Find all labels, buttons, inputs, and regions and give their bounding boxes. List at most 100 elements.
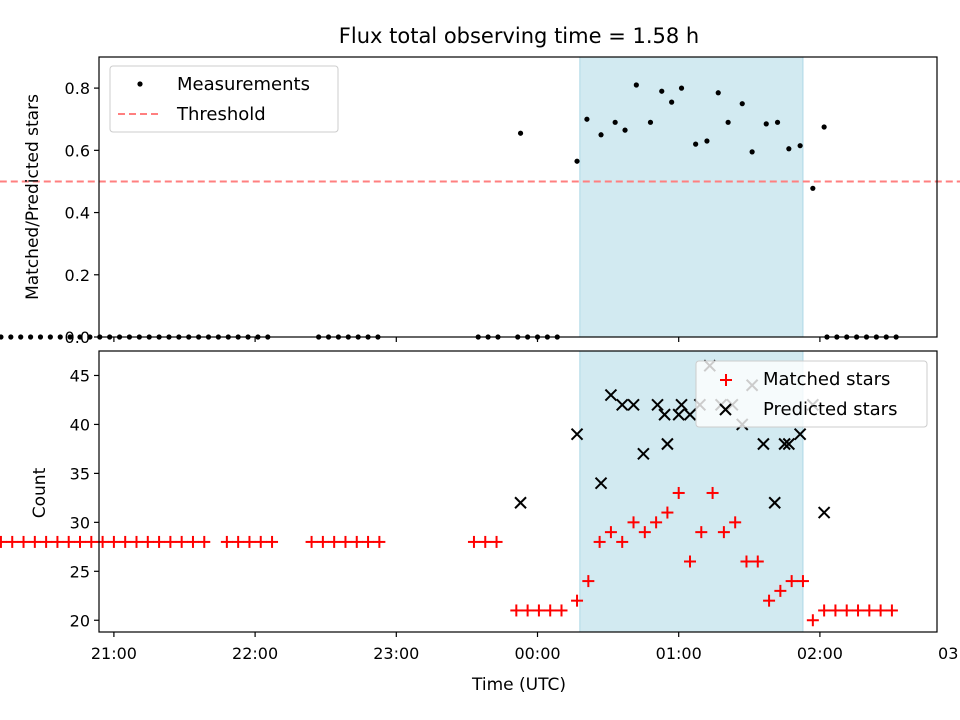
measurement-point	[598, 132, 604, 138]
matched-star-point	[373, 535, 386, 548]
legend-matched-label: Matched stars	[763, 369, 890, 390]
ytick-label: 0.4	[65, 204, 90, 223]
measurement-point	[0, 334, 4, 340]
matched-star-point	[51, 535, 64, 548]
measurement-point	[612, 119, 618, 125]
predicted-star-point	[782, 437, 796, 451]
measurement-point	[821, 124, 827, 130]
matched-star-point	[740, 555, 753, 568]
ytick-label: 30	[70, 513, 90, 532]
predicted-star-point	[514, 496, 527, 509]
top-axes-frame	[98, 56, 938, 338]
measurement-point	[704, 138, 710, 144]
ytick-label: 35	[70, 464, 90, 483]
matched-star-point	[467, 535, 480, 548]
matched-star-point	[627, 516, 640, 529]
measurement-point	[8, 334, 14, 340]
measurement-point	[774, 119, 781, 125]
predicted-star-point	[637, 447, 650, 461]
matched-star-point	[153, 535, 166, 548]
matched-star-point	[532, 604, 545, 617]
matched-star-point	[593, 535, 606, 548]
matched-star-point	[232, 535, 245, 548]
bottom-xticks: 18:0019:0020:0021:0022:0023:0000:0001:00…	[91, 632, 960, 663]
matched-star-point	[672, 486, 685, 499]
xtick-label: 01:00	[656, 644, 702, 663]
matched-star-point	[316, 535, 329, 548]
legend-measurements-marker	[137, 81, 143, 87]
matched-star-point	[695, 526, 708, 539]
predicted-star-point	[661, 437, 674, 451]
bottom-legend: Matched stars Predicted stars	[695, 360, 928, 428]
measurement-point	[763, 121, 769, 127]
measurement-point	[584, 116, 590, 122]
matched-star-point	[254, 535, 267, 548]
matched-star-point	[328, 535, 341, 548]
matched-star-point	[863, 604, 876, 617]
matched-star-point	[521, 604, 534, 617]
measurement-point	[27, 334, 34, 340]
matched-star-point	[785, 575, 798, 588]
predicted-star-point	[768, 496, 781, 509]
measurement-point	[37, 334, 44, 340]
legend-threshold-label: Threshold	[176, 104, 266, 125]
predicted-star-point	[672, 408, 685, 421]
matched-star-point	[582, 575, 595, 588]
matched-star-point	[40, 535, 53, 548]
bottom-yticks: 20 25 30 35 40 45	[70, 366, 99, 630]
measurement-point	[574, 158, 580, 164]
top-yticks: 0.0 0.2 0.4 0.6 0.8	[65, 79, 99, 347]
matched-star-point	[0, 535, 7, 548]
top-xticks	[113, 337, 821, 342]
matched-star-point	[729, 516, 742, 529]
matched-star-point	[885, 604, 898, 617]
matched-star-point	[85, 535, 98, 548]
predicted-star-point	[594, 476, 608, 490]
measurement-point	[810, 185, 816, 191]
matched-star-point	[852, 604, 865, 617]
xtick-label: 00:00	[514, 644, 560, 663]
measurement-point	[647, 119, 654, 125]
xtick-label: 21:00	[91, 644, 137, 663]
top-panel: 0.00.20.40.60.8 Matched/Predicted stars …	[0, 56, 960, 347]
matched-star-point	[243, 535, 256, 548]
measurement-point	[693, 141, 699, 147]
matched-star-point	[479, 535, 492, 548]
xtick-label: 22:00	[232, 644, 278, 663]
bottom-xlabel: Time (UTC)	[471, 675, 566, 695]
matched-star-point	[544, 604, 557, 617]
matched-star-point	[362, 535, 375, 548]
measurement-point	[87, 334, 93, 340]
ytick-label: 40	[70, 415, 90, 434]
measurement-point	[633, 82, 639, 88]
ytick-label: 0.0	[65, 328, 90, 347]
matched-star-point	[119, 535, 132, 548]
matched-star-point	[774, 584, 787, 597]
matched-star-point	[305, 535, 318, 548]
matched-star-point	[874, 604, 887, 617]
matched-star-point	[683, 555, 696, 568]
ytick-label: 25	[70, 562, 90, 581]
matched-star-point	[510, 604, 523, 617]
matched-star-point	[141, 535, 154, 548]
measurement-point	[659, 88, 665, 94]
matched-star-point	[6, 535, 19, 548]
matched-star-point	[717, 526, 730, 539]
matched-star-point	[490, 535, 503, 548]
predicted-star-point	[616, 398, 629, 412]
measurement-point	[77, 334, 83, 340]
matched-star-point	[350, 535, 363, 548]
matched-star-point	[555, 604, 568, 617]
matched-star-point	[661, 506, 674, 519]
measurement-point	[67, 334, 73, 340]
legend-predicted-marker	[719, 403, 732, 416]
measurement-point	[18, 334, 24, 340]
predicted-star-point	[627, 398, 640, 412]
predicted-star-point	[675, 398, 688, 412]
matched-star-point	[62, 535, 75, 548]
predicted-star-point	[651, 398, 664, 412]
xtick-label: 02:00	[797, 644, 843, 663]
ytick-label: 0.8	[65, 79, 90, 98]
matched-star-point	[650, 516, 663, 529]
